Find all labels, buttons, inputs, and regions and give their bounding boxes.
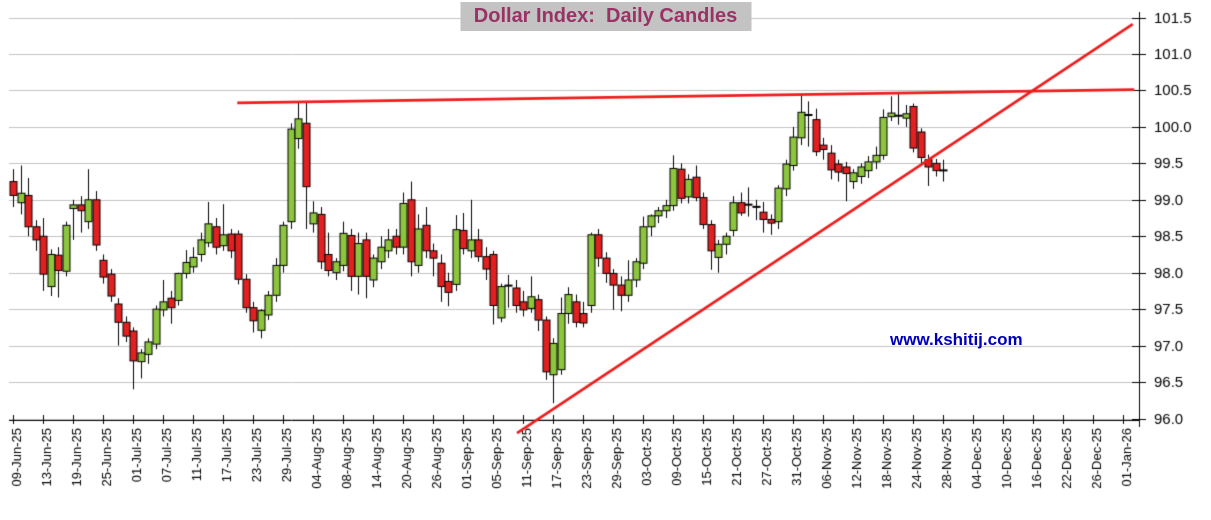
chart-title: Dollar Index: Daily Candles xyxy=(459,2,752,31)
watermark-text: www.kshitij.com xyxy=(890,330,1023,349)
